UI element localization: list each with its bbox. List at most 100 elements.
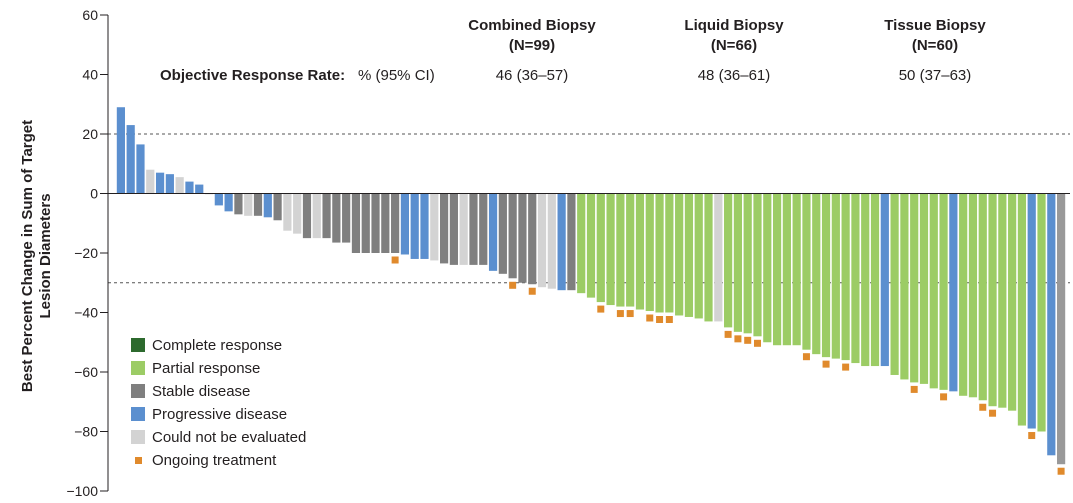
ongoing-marker bbox=[724, 330, 732, 338]
legend-swatch-stable-disease bbox=[131, 384, 145, 398]
bar bbox=[1017, 193, 1027, 426]
legend-swatch-complete-response bbox=[131, 338, 145, 352]
bar bbox=[175, 177, 184, 194]
ongoing-marker bbox=[391, 256, 399, 264]
bar bbox=[547, 193, 556, 289]
bar bbox=[733, 193, 742, 332]
bar bbox=[1057, 193, 1066, 465]
bar bbox=[959, 193, 968, 396]
bar bbox=[606, 193, 615, 306]
bar bbox=[1027, 193, 1036, 429]
legend-label-complete-response: Complete response bbox=[152, 337, 282, 354]
bar bbox=[116, 107, 125, 194]
y-tick-label: −80 bbox=[74, 424, 98, 440]
bar bbox=[880, 193, 889, 367]
bar bbox=[430, 193, 439, 261]
ongoing-marker bbox=[910, 385, 918, 393]
ongoing-marker bbox=[979, 403, 987, 411]
legend-swatch-ongoing-treatment bbox=[135, 457, 142, 464]
bar bbox=[870, 193, 880, 367]
ongoing-marker bbox=[626, 310, 634, 318]
bar bbox=[596, 193, 605, 303]
bar bbox=[391, 193, 400, 253]
bar bbox=[410, 193, 419, 259]
legend-label-not-evaluated: Could not be evaluated bbox=[152, 429, 306, 446]
bar bbox=[616, 193, 625, 307]
bar bbox=[655, 193, 664, 313]
bar bbox=[244, 193, 253, 216]
bar bbox=[195, 184, 204, 194]
bar bbox=[586, 193, 596, 298]
bar bbox=[743, 193, 752, 334]
bar bbox=[361, 193, 370, 253]
ongoing-marker bbox=[734, 335, 742, 343]
header-tissue-n: (N=60) bbox=[912, 37, 958, 54]
bar bbox=[557, 193, 566, 291]
ongoing-marker bbox=[597, 305, 605, 313]
bar bbox=[165, 174, 174, 194]
bar bbox=[763, 193, 772, 343]
bar bbox=[978, 193, 987, 401]
legend-label-ongoing-treatment: Ongoing treatment bbox=[152, 452, 277, 469]
bar bbox=[459, 193, 468, 265]
bar bbox=[782, 193, 791, 346]
ongoing-marker bbox=[616, 310, 624, 318]
legend-swatch-partial-response bbox=[131, 361, 145, 375]
bar bbox=[185, 181, 194, 194]
orr-unit: % (95% CI) bbox=[358, 67, 435, 84]
bar bbox=[567, 193, 576, 291]
bar bbox=[929, 193, 938, 389]
bar bbox=[772, 193, 782, 346]
bar bbox=[821, 193, 831, 358]
legend-label-stable-disease: Stable disease bbox=[152, 383, 250, 400]
ongoing-marker bbox=[509, 281, 517, 289]
bar bbox=[342, 193, 351, 243]
ongoing-marker bbox=[528, 287, 536, 295]
header-combined-title: Combined Biopsy bbox=[468, 17, 596, 34]
bar bbox=[675, 193, 684, 316]
legend-label-partial-response: Partial response bbox=[152, 360, 260, 377]
legend-swatch-not-evaluated bbox=[131, 430, 145, 444]
bar bbox=[684, 193, 694, 317]
bar bbox=[155, 172, 165, 194]
bar bbox=[126, 125, 135, 194]
bar bbox=[861, 193, 870, 367]
ongoing-marker bbox=[656, 316, 664, 323]
bar bbox=[136, 144, 145, 194]
ongoing-marker bbox=[802, 353, 810, 361]
header-combined-n: (N=99) bbox=[509, 37, 555, 54]
bar bbox=[224, 193, 233, 212]
bar bbox=[831, 193, 840, 359]
bar bbox=[302, 193, 312, 239]
bar bbox=[537, 193, 547, 288]
bar bbox=[449, 193, 458, 265]
bar bbox=[900, 193, 909, 380]
bar bbox=[293, 193, 302, 234]
orr-liquid: 48 (36–61) bbox=[698, 67, 771, 84]
bar bbox=[1037, 193, 1046, 432]
bar bbox=[381, 193, 390, 253]
orr-tissue: 50 (37–63) bbox=[899, 67, 972, 84]
ongoing-marker bbox=[665, 316, 673, 323]
bar bbox=[910, 193, 919, 383]
header-liquid-title: Liquid Biopsy bbox=[684, 17, 784, 34]
bar bbox=[694, 193, 703, 319]
orr-combined: 46 (36–57) bbox=[496, 67, 569, 84]
y-axis-label-line2: Lesion Diameters bbox=[37, 193, 54, 318]
bar bbox=[214, 193, 223, 206]
legend-label-progressive-disease: Progressive disease bbox=[152, 406, 287, 423]
ongoing-marker bbox=[842, 363, 850, 371]
y-tick-label: −40 bbox=[74, 305, 98, 321]
y-tick-label: −20 bbox=[74, 245, 98, 261]
ongoing-marker bbox=[753, 339, 761, 347]
header-tissue-title: Tissue Biopsy bbox=[884, 17, 986, 34]
bar bbox=[802, 193, 811, 350]
y-axis-label-line1: Best Percent Change in Sum of Target bbox=[19, 120, 36, 392]
bar bbox=[498, 193, 507, 274]
ongoing-marker bbox=[822, 360, 830, 368]
bar bbox=[635, 193, 645, 310]
bar bbox=[283, 193, 292, 231]
bar bbox=[812, 193, 821, 355]
y-tick-label: 20 bbox=[82, 126, 98, 142]
bar bbox=[146, 169, 155, 194]
